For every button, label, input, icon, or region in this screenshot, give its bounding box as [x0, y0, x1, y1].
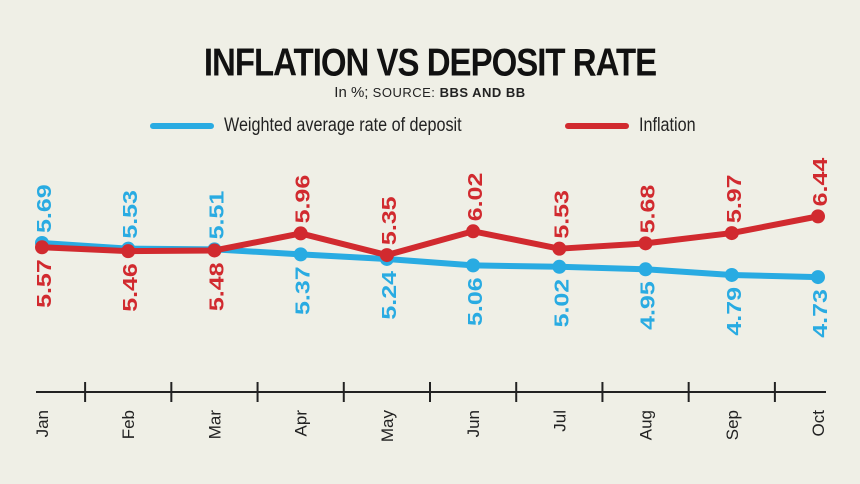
x-tick-label: Jul — [550, 410, 569, 432]
inflation-data-label: 5.97 — [723, 174, 745, 223]
chart-title: INFLATION VS DEPOSIT RATE — [203, 40, 657, 84]
inflation-data-label: 5.46 — [120, 263, 142, 312]
deposit-data-label: 5.06 — [464, 277, 486, 326]
deposit-data-label: 5.53 — [120, 190, 142, 239]
x-tick-label: Apr — [292, 410, 311, 437]
source-value: BBS AND BB — [439, 85, 526, 100]
legend-item-deposit: Weighted average rate of deposit — [150, 114, 504, 138]
inflation-data-label: 5.53 — [551, 190, 573, 239]
inflation-data-label: 5.35 — [378, 196, 400, 245]
inflation-data-point — [379, 248, 394, 263]
x-tick-label: May — [378, 410, 397, 443]
inflation-data-point — [724, 226, 739, 241]
inflation-data-label: 6.02 — [464, 173, 486, 222]
legend-item-inflation: Inflation — [565, 114, 706, 138]
inflation-data-point — [638, 236, 653, 251]
inflation-data-label: 5.57 — [33, 259, 55, 308]
inflation-data-point — [811, 209, 825, 224]
units-text: In %; — [334, 84, 369, 101]
inflation-data-point — [552, 241, 567, 256]
deposit-data-point — [811, 270, 825, 285]
x-tick-label: Aug — [637, 410, 656, 440]
deposit-data-point — [638, 262, 653, 277]
deposit-data-label: 4.79 — [723, 287, 745, 336]
deposit-data-label: 5.51 — [206, 191, 228, 240]
deposit-data-label: 4.73 — [809, 289, 831, 338]
deposit-data-point — [293, 247, 308, 262]
chart-subtitle: In %; SOURCE: BBS AND BB — [0, 84, 860, 101]
inflation-data-point — [207, 243, 222, 258]
deposit-data-point — [552, 259, 567, 274]
legend-label-inflation: Inflation — [639, 115, 696, 136]
x-tick-label: Jan — [33, 410, 52, 437]
deposit-data-point — [724, 267, 739, 282]
legend-swatch-deposit — [150, 123, 214, 129]
inflation-data-label: 6.44 — [809, 157, 831, 206]
inflation-data-label: 5.96 — [292, 175, 314, 224]
x-tick-label: Sep — [723, 410, 742, 440]
inflation-series-line — [39, 213, 821, 259]
source-label: SOURCE: — [372, 85, 436, 100]
inflation-data-point — [466, 224, 481, 239]
x-tick-label: Mar — [205, 410, 224, 440]
deposit-data-label: 5.02 — [551, 279, 573, 328]
legend-label-deposit: Weighted average rate of deposit — [224, 115, 462, 136]
inflation-data-point — [35, 240, 49, 255]
deposit-data-label: 4.95 — [637, 281, 659, 330]
legend-swatch-inflation — [565, 123, 629, 129]
x-tick-label: Feb — [119, 410, 138, 439]
deposit-data-point — [466, 258, 481, 273]
x-tick-label: Jun — [464, 410, 483, 437]
deposit-data-label: 5.69 — [33, 184, 55, 233]
inflation-data-label: 5.48 — [206, 262, 228, 311]
inflation-data-point — [121, 244, 136, 259]
deposit-data-label: 5.24 — [378, 271, 400, 320]
inflation-data-label: 5.68 — [637, 185, 659, 234]
inflation-data-point — [293, 226, 308, 241]
deposit-data-label: 5.37 — [292, 266, 314, 315]
x-tick-label: Oct — [809, 410, 828, 437]
